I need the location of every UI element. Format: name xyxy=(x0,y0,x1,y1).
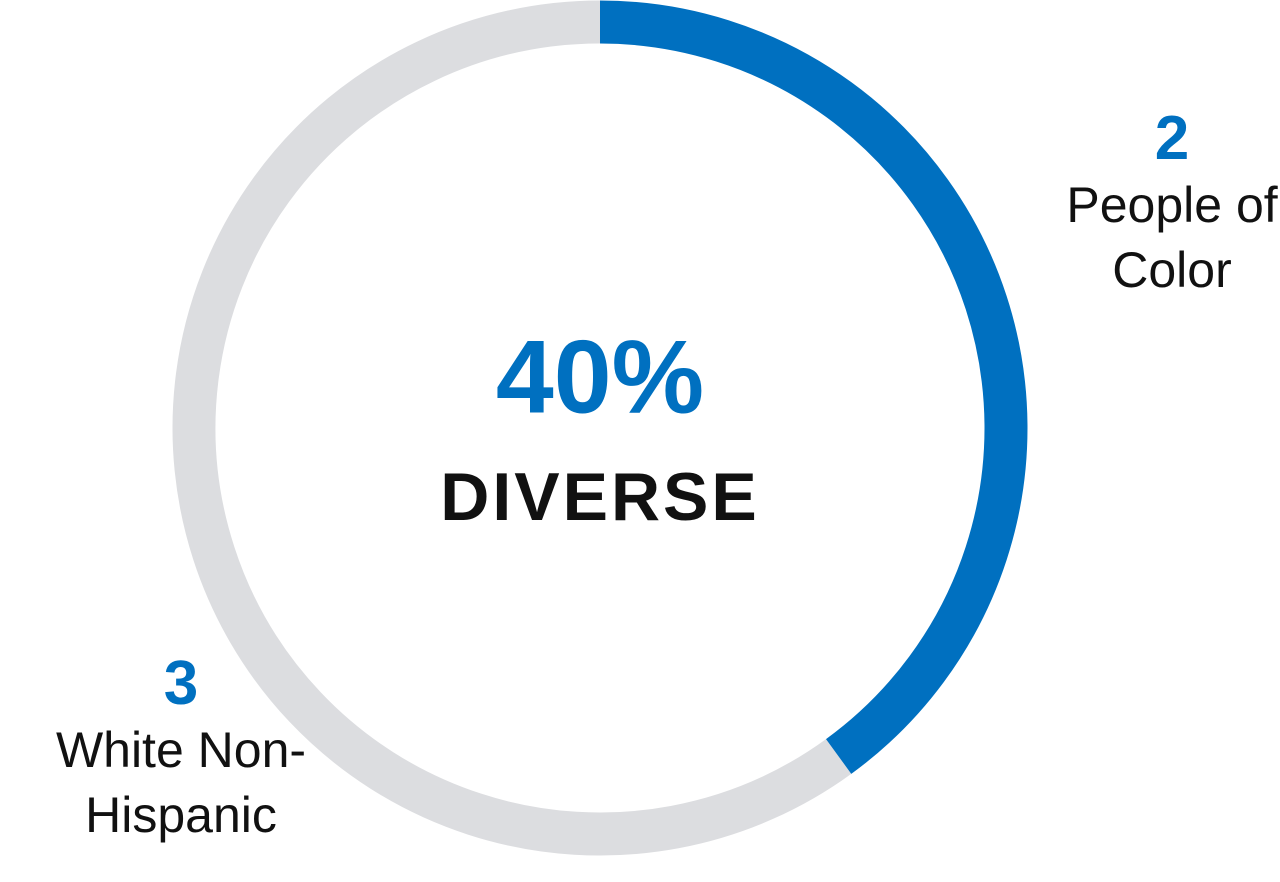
donut-segment xyxy=(599,0,1028,774)
donut-segment xyxy=(172,0,852,856)
segment-label: 3 White Non-Hispanic xyxy=(0,649,362,848)
segment-label: 2 People of Color xyxy=(1062,104,1280,303)
center-label: DIVERSE xyxy=(440,459,760,535)
center-value: 40% xyxy=(496,319,704,435)
value-label: 3 xyxy=(163,649,199,718)
category-label: White Non-Hispanic xyxy=(55,722,307,844)
category-label: People of Color xyxy=(1066,177,1278,299)
value-label: 2 xyxy=(1154,104,1190,173)
